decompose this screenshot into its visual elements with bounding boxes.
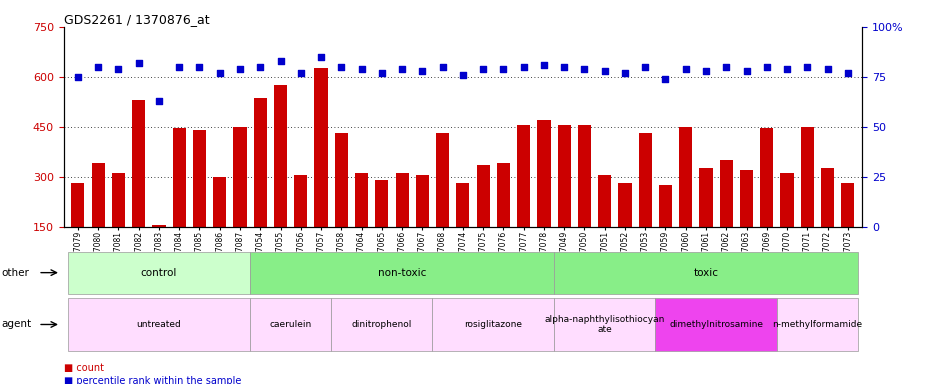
Point	[434, 64, 449, 70]
Bar	[153, 225, 166, 276]
Point	[535, 62, 550, 68]
Bar	[841, 183, 854, 276]
Bar	[273, 85, 286, 276]
Point	[779, 66, 794, 72]
Bar	[658, 185, 671, 276]
Point	[394, 66, 409, 72]
Bar	[172, 128, 185, 276]
Bar	[517, 125, 530, 276]
Point	[718, 64, 733, 70]
Point	[152, 98, 167, 104]
Point	[475, 66, 490, 72]
Bar	[638, 133, 651, 276]
Point	[637, 64, 652, 70]
Point	[212, 70, 227, 76]
Point	[293, 70, 308, 76]
Bar	[739, 170, 753, 276]
Bar	[476, 165, 490, 276]
Bar	[759, 128, 772, 276]
Bar	[294, 175, 307, 276]
Point	[253, 64, 268, 70]
Text: rosiglitazone: rosiglitazone	[463, 320, 521, 329]
Point	[617, 70, 632, 76]
Bar	[780, 173, 793, 276]
Bar	[456, 183, 469, 276]
Bar	[698, 168, 712, 276]
Bar	[395, 173, 408, 276]
Point	[354, 66, 369, 72]
Point	[799, 64, 814, 70]
Point	[577, 66, 592, 72]
Point	[232, 66, 247, 72]
Text: control: control	[140, 268, 177, 278]
Point	[314, 54, 329, 60]
Bar	[374, 180, 388, 276]
Point	[758, 64, 773, 70]
Point	[495, 66, 510, 72]
Bar	[254, 98, 267, 276]
Point	[131, 60, 146, 66]
Text: agent: agent	[2, 319, 32, 329]
Point	[678, 66, 693, 72]
Text: ■ count: ■ count	[64, 363, 104, 373]
Bar	[111, 173, 124, 276]
Text: dimethylnitrosamine: dimethylnitrosamine	[668, 320, 762, 329]
Point	[192, 64, 207, 70]
Bar	[820, 168, 833, 276]
Point	[171, 64, 186, 70]
Point	[596, 68, 611, 74]
Bar	[92, 163, 105, 276]
Text: caerulein: caerulein	[270, 320, 312, 329]
Text: GDS2261 / 1370876_at: GDS2261 / 1370876_at	[64, 13, 209, 26]
Point	[455, 72, 470, 78]
Bar	[496, 163, 509, 276]
Bar	[578, 125, 591, 276]
Bar	[212, 177, 227, 276]
Bar	[334, 133, 347, 276]
Bar	[314, 68, 328, 276]
Point	[333, 64, 348, 70]
Text: alpha-naphthylisothiocyan
ate: alpha-naphthylisothiocyan ate	[544, 315, 665, 334]
Point	[840, 70, 855, 76]
Text: non-toxic: non-toxic	[377, 268, 426, 278]
Bar	[719, 160, 732, 276]
Text: other: other	[2, 268, 30, 278]
Text: ■ percentile rank within the sample: ■ percentile rank within the sample	[64, 376, 241, 384]
Bar	[536, 120, 550, 276]
Bar	[618, 183, 631, 276]
Point	[516, 64, 531, 70]
Point	[91, 64, 106, 70]
Point	[819, 66, 834, 72]
Bar	[416, 175, 429, 276]
Point	[415, 68, 430, 74]
Bar	[193, 130, 206, 276]
Point	[70, 74, 85, 80]
Point	[556, 64, 571, 70]
Point	[657, 76, 672, 82]
Point	[739, 68, 753, 74]
Bar	[132, 100, 145, 276]
Bar	[800, 127, 813, 276]
Text: dinitrophenol: dinitrophenol	[351, 320, 412, 329]
Text: untreated: untreated	[137, 320, 182, 329]
Bar	[355, 173, 368, 276]
Text: n-methylformamide: n-methylformamide	[771, 320, 862, 329]
Bar	[679, 127, 692, 276]
Text: toxic: toxic	[693, 268, 718, 278]
Bar	[557, 125, 570, 276]
Bar	[71, 183, 84, 276]
Bar	[435, 133, 448, 276]
Bar	[233, 127, 246, 276]
Point	[110, 66, 125, 72]
Point	[697, 68, 712, 74]
Point	[272, 58, 287, 64]
Bar	[597, 175, 610, 276]
Point	[374, 70, 389, 76]
